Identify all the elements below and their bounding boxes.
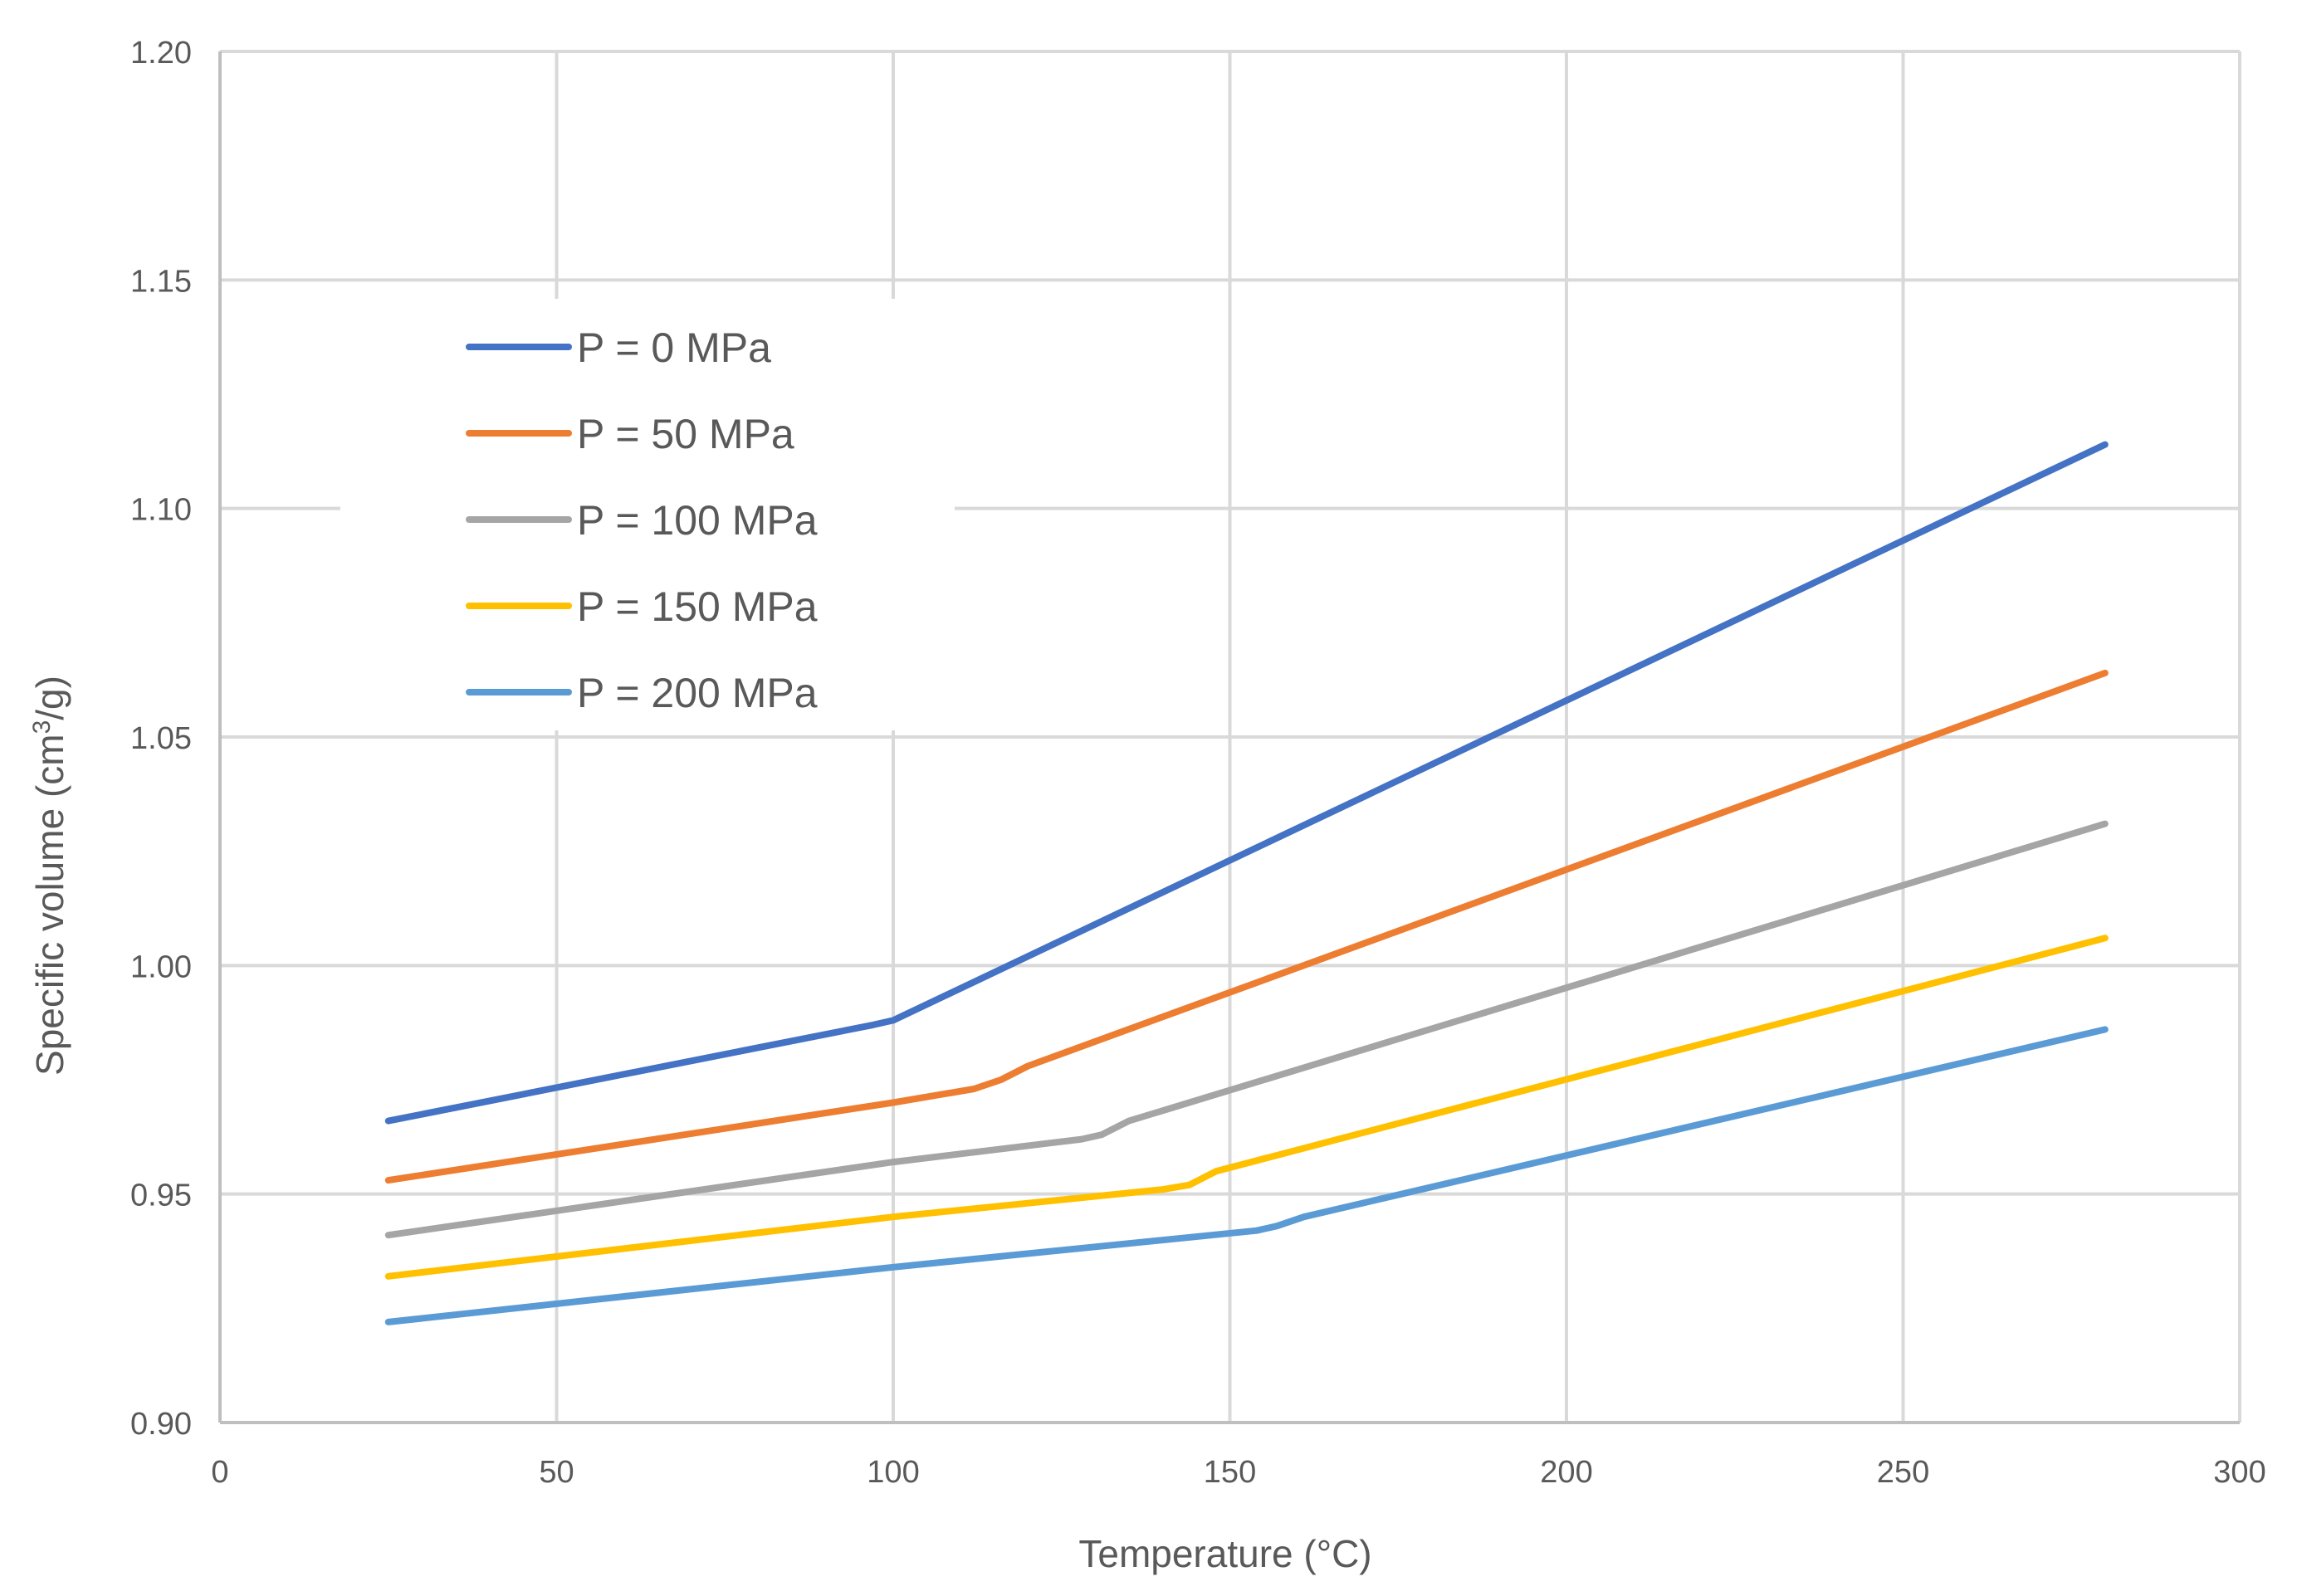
series-lines <box>384 441 2109 1325</box>
series-line-2 <box>384 669 2109 1184</box>
series-line-3 <box>384 820 2109 1239</box>
legend-label-2: P = 50 MPa <box>577 411 794 457</box>
x-tick-label: 100 <box>867 1455 919 1490</box>
x-tick-label: 200 <box>1540 1455 1592 1490</box>
x-axis-title: Temperature (°C) <box>1078 1532 1371 1575</box>
axes <box>218 51 2240 1424</box>
x-tick-label: 50 <box>539 1455 574 1490</box>
series-line-5 <box>384 1026 2109 1325</box>
series-line-1 <box>384 441 2109 1125</box>
y-tick-label: 0.95 <box>130 1179 192 1213</box>
y-tick-label: 1.20 <box>130 36 192 71</box>
legend-label-3: P = 100 MPa <box>577 497 818 544</box>
legend-background <box>340 299 955 730</box>
x-tick-label: 250 <box>1877 1455 1929 1490</box>
y-axis-title-sup: 3 <box>28 720 56 735</box>
y-tick-label: 1.15 <box>130 264 192 299</box>
series-line-4 <box>384 935 2109 1280</box>
legend-label-5: P = 200 MPa <box>577 670 818 716</box>
y-axis-title: Specific volume (cm3/g) <box>28 676 71 1076</box>
y-tick-label: 1.00 <box>130 949 192 984</box>
y-tick-label: 1.05 <box>130 721 192 756</box>
y-tick-label: 1.10 <box>130 493 192 528</box>
legend: P = 0 MPa P = 50 MPa P = 100 MPa P = 150 MP… <box>340 299 955 730</box>
y-tick-label: 0.90 <box>130 1407 192 1442</box>
legend-label-1: P = 0 MPa <box>577 325 771 371</box>
legend-label-4: P = 150 MPa <box>577 583 818 630</box>
y-axis-title-main: Specific volume (cm <box>28 734 71 1076</box>
tick-labels: 0.90 0.95 1.00 1.05 1.10 1.15 1.20 0 50 100 150 200… <box>130 36 2266 1490</box>
x-tick-label: 0 <box>211 1455 228 1490</box>
x-tick-label: 150 <box>1204 1455 1256 1490</box>
y-axis-title-end: /g) <box>28 676 71 720</box>
x-tick-label: 300 <box>2213 1455 2265 1490</box>
